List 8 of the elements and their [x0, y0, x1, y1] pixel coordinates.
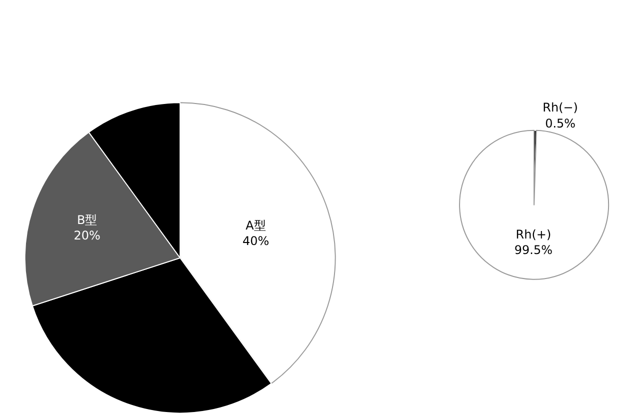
- slice-label: Rh(+): [516, 227, 552, 242]
- data-label: 40%: [242, 234, 270, 248]
- slice-label: Rh(−): [542, 100, 578, 115]
- data-label: 20%: [74, 228, 100, 243]
- data-label: 99.5%: [514, 243, 553, 258]
- slice-label: B型: [76, 212, 98, 227]
- data-label: 0.5%: [545, 116, 576, 130]
- slice-label: A型: [246, 218, 266, 233]
